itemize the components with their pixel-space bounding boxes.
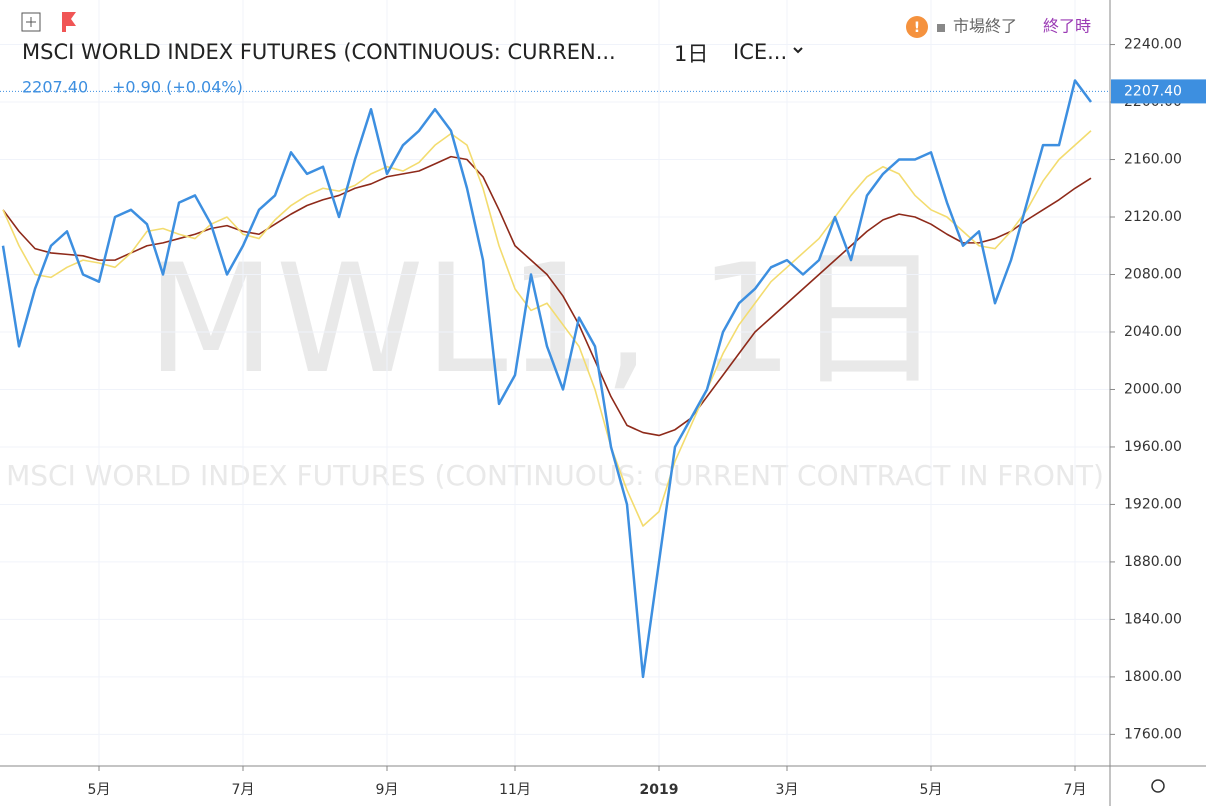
plus-icon <box>26 17 36 27</box>
last-price: 2207.40 <box>22 78 88 97</box>
x-tick-label: 7月 <box>1064 782 1087 798</box>
y-tick-label: 2000.00 <box>1124 381 1182 397</box>
series-line <box>2 155 1092 437</box>
x-tick-label: 11月 <box>499 782 531 798</box>
settings-icon[interactable] <box>1151 779 1165 793</box>
y-tick-label: 2040.00 <box>1124 324 1182 340</box>
y-tick-label: 1800.00 <box>1124 669 1182 685</box>
session-status: 終了時 <box>1043 17 1091 36</box>
series-line <box>1 79 1093 679</box>
series-line <box>2 130 1092 527</box>
x-tick-label: 2019 <box>640 782 679 798</box>
add-symbol-button[interactable] <box>21 12 41 32</box>
interval[interactable]: 1日 <box>674 42 708 66</box>
exchange[interactable]: ICE... <box>733 40 787 64</box>
last-price-tag-label: 2207.40 <box>1124 83 1182 99</box>
x-tick-label: 3月 <box>776 782 799 798</box>
y-tick-label: 1760.00 <box>1124 726 1182 742</box>
y-tick-label: 1880.00 <box>1124 554 1182 570</box>
status-icon[interactable] <box>906 16 928 38</box>
flag-icon[interactable] <box>62 12 76 32</box>
watermark-subtitle: MSCI WORLD INDEX FUTURES (CONTINUOUS: CU… <box>6 459 1104 492</box>
y-tick-label: 2120.00 <box>1124 209 1182 225</box>
y-tick-label: 2160.00 <box>1124 152 1182 168</box>
y-tick-label: 2240.00 <box>1124 37 1182 53</box>
watermark: MWL1, 1日 <box>146 233 944 407</box>
y-tick-label: 1840.00 <box>1124 611 1182 627</box>
last-price-tag <box>1111 79 1206 104</box>
x-tick-label: 7月 <box>232 782 255 798</box>
dropdown-icon[interactable] <box>793 47 803 54</box>
x-tick-label: 5月 <box>920 782 943 798</box>
y-tick-label: 1960.00 <box>1124 439 1182 455</box>
price-change: +0.90 (+0.04%) <box>112 78 243 97</box>
status-icon-mark: ! <box>914 20 920 36</box>
y-tick-label: 2080.00 <box>1124 266 1182 282</box>
market-status: 市場終了 <box>953 17 1017 36</box>
symbol-title[interactable]: MSCI WORLD INDEX FUTURES (CONTINUOUS: CU… <box>22 40 616 64</box>
x-tick-label: 5月 <box>88 782 111 798</box>
y-tick-label: 1920.00 <box>1124 496 1182 512</box>
status-dot <box>937 24 945 32</box>
x-tick-label: 9月 <box>376 782 399 798</box>
